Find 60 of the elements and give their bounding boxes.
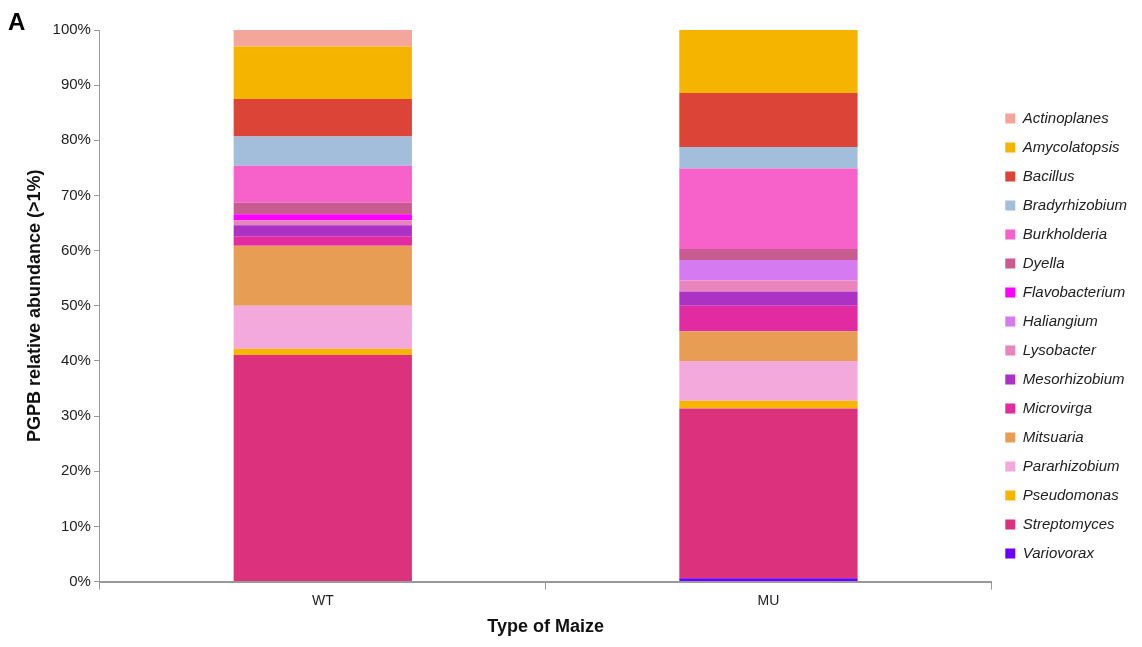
text: A	[8, 8, 26, 36]
y-tick-label: 50%	[60, 295, 91, 313]
y-tick-label: 70%	[60, 185, 91, 203]
legend-label: Mesorhizobium	[1022, 369, 1125, 387]
y-tick-label: 0%	[69, 571, 91, 589]
bar	[679, 248, 858, 261]
bar	[679, 578, 858, 582]
legend-label: Dyella	[1022, 253, 1065, 271]
x-tick-label: MU	[757, 591, 780, 608]
legend-label: Variovorax	[1022, 543, 1095, 561]
bar	[679, 400, 858, 409]
legend-label: Pseudomonas	[1022, 485, 1120, 503]
y-tick-label: 80%	[60, 130, 91, 148]
legend-label: Mitsuaria	[1022, 427, 1084, 445]
x-axis-title: Type of Maize	[487, 616, 604, 637]
legend-label: Actinoplanes	[1021, 108, 1110, 126]
legend-label: Bradyrhizobium	[1022, 195, 1128, 213]
bar	[233, 225, 412, 237]
y-tick-label: 30%	[60, 406, 91, 424]
y-axis-title: PGPB relative abundance (>1%)	[23, 169, 44, 443]
bar	[233, 305, 412, 349]
bar	[233, 236, 412, 246]
bar	[233, 98, 412, 137]
bar	[233, 202, 412, 215]
y-tick-label: 60%	[60, 240, 91, 258]
x-tick-label: WT	[311, 591, 335, 608]
legend-label: Amycolatopsis	[1021, 137, 1120, 155]
bar	[233, 245, 412, 306]
bar	[679, 146, 858, 169]
bar	[233, 354, 412, 582]
legend-label: Flavobacterium	[1022, 282, 1126, 300]
legend-label: Haliangium	[1022, 311, 1098, 329]
legend-label: Microvirga	[1022, 398, 1092, 416]
bar	[679, 168, 858, 249]
bar	[233, 165, 412, 203]
bar	[233, 136, 412, 166]
bar	[679, 291, 858, 306]
legend-label: Streptomyces	[1022, 514, 1115, 532]
bar	[233, 30, 412, 47]
bar	[679, 305, 858, 332]
bar	[679, 280, 858, 292]
y-tick-label: 90%	[60, 75, 91, 93]
bar	[233, 348, 412, 355]
bar	[679, 30, 858, 93]
bar	[679, 331, 858, 361]
bar	[233, 220, 412, 226]
y-tick-label: 100%	[52, 20, 91, 38]
bar	[233, 46, 412, 99]
legend-label: Lysobacter	[1022, 340, 1097, 358]
legend-label: Bacillus	[1022, 166, 1075, 184]
bar	[679, 260, 858, 281]
y-tick-label: 10%	[60, 516, 91, 534]
legend-label: Pararhizobium	[1022, 456, 1120, 474]
bar	[679, 408, 858, 579]
y-tick-label: 40%	[60, 351, 91, 369]
bar	[233, 214, 412, 221]
bar	[679, 360, 858, 401]
bar	[679, 92, 858, 147]
legend-label: Burkholderia	[1022, 224, 1108, 242]
y-tick-label: 20%	[60, 461, 91, 479]
